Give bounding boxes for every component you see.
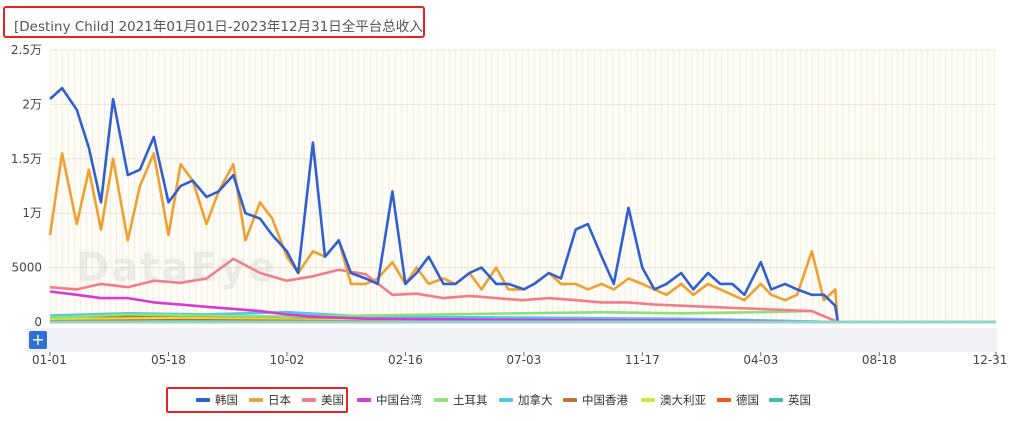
x-tick-label: 01-01 — [32, 353, 67, 367]
legend-label: 英国 — [788, 393, 811, 407]
legend-label: 美国 — [321, 393, 344, 407]
legend-item[interactable]: 美国 — [302, 392, 344, 408]
legend-item[interactable]: 韩国 — [196, 392, 238, 408]
legend-item[interactable]: 土耳其 — [434, 392, 488, 408]
series-line[interactable] — [49, 257, 850, 324]
legend-label: 韩国 — [215, 393, 238, 407]
watermark-logo: DataEye — [76, 245, 277, 291]
legend-label: 加拿大 — [518, 393, 553, 407]
range-navigator[interactable] — [27, 328, 997, 352]
zoom-in-button[interactable]: + — [29, 331, 47, 349]
legend-swatch — [196, 398, 210, 402]
y-tick-label: 0 — [34, 315, 42, 329]
legend-swatch — [302, 398, 316, 402]
chart-title-frame: [Destiny Child] 2021年01月01日-2023年12月31日全… — [3, 6, 425, 38]
legend-highlight-frame — [166, 387, 348, 413]
x-tick-label: 11-17 — [625, 353, 660, 367]
legend-swatch — [641, 398, 655, 402]
legend-swatch — [499, 398, 513, 402]
legend-swatch — [769, 398, 783, 402]
x-tick-label: 02-16 — [388, 353, 423, 367]
x-tick-label: 08-18 — [862, 353, 897, 367]
series-line[interactable] — [49, 290, 850, 324]
legend-item[interactable]: 澳大利亚 — [641, 392, 706, 408]
y-tick-label: 2.5万 — [11, 43, 42, 57]
legend-swatch — [717, 398, 731, 402]
series-line[interactable] — [49, 86, 850, 324]
legend-item[interactable]: 英国 — [769, 392, 811, 408]
legend-swatch — [357, 398, 371, 402]
legend-label: 德国 — [736, 393, 759, 407]
legend-item[interactable]: 德国 — [717, 392, 759, 408]
legend-item[interactable]: 日本 — [249, 392, 291, 408]
legend-item[interactable]: 中国香港 — [563, 392, 628, 408]
axes: 0 5000 1万 1.5万 2万 2.5万 01-01 05-18 10-02 02-16 07-… — [11, 43, 1008, 367]
chart-title: [Destiny Child] 2021年01月01日-2023年12月31日全… — [14, 19, 423, 35]
legend-swatch — [434, 398, 448, 402]
x-tick-label: 12-31 — [973, 353, 1008, 367]
y-tick-label: 1万 — [22, 206, 42, 220]
legend-label: 中国台湾 — [376, 393, 422, 407]
legend-swatch — [249, 398, 263, 402]
y-tick-label: 2万 — [22, 97, 42, 111]
legend-label: 土耳其 — [453, 393, 488, 407]
legend-label: 中国香港 — [582, 393, 628, 407]
legend-label: 澳大利亚 — [660, 393, 706, 407]
legend-item[interactable]: 加拿大 — [499, 392, 553, 408]
y-tick-label: 5000 — [11, 261, 42, 275]
legend-swatch — [563, 398, 577, 402]
x-tick-label: 05-18 — [151, 353, 186, 367]
x-tick-label: 10-02 — [269, 353, 304, 367]
x-tick-label: 04-03 — [743, 353, 778, 367]
y-tick-label: 1.5万 — [11, 152, 42, 166]
legend-label: 日本 — [268, 393, 291, 407]
legend-item[interactable]: 中国台湾 — [357, 392, 422, 408]
x-tick-label: 07-03 — [506, 353, 541, 367]
